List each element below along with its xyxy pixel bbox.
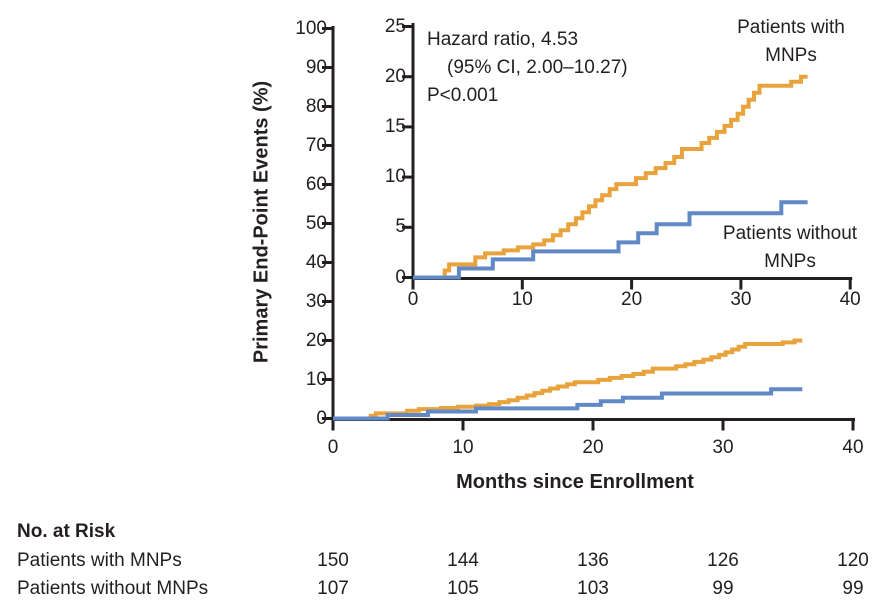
at-risk-value: 136 <box>577 550 609 571</box>
inset-y-tick-label: 15 <box>384 115 406 137</box>
at-risk-value: 99 <box>712 578 734 599</box>
at-risk-row-label-without: Patients without MNPs <box>17 578 209 599</box>
main-y-tick-label: 100 <box>295 17 327 39</box>
at-risk-value: 107 <box>317 578 349 599</box>
main-x-tick-label: 30 <box>712 437 734 458</box>
main-y-tick-label: 90 <box>305 56 327 78</box>
hazard-ratio-line: Hazard ratio, 4.53 <box>427 29 579 50</box>
main-y-tick-label: 20 <box>305 329 327 351</box>
at-risk-title: No. at Risk <box>17 521 116 542</box>
x-axis-title: Months since Enrollment <box>456 471 694 493</box>
inset-curve-with_mnps <box>413 74 808 280</box>
hazard-ratio-annotation: Hazard ratio, 4.53 (95% CI, 2.00–10.27) … <box>427 26 628 110</box>
at-risk-value: 99 <box>842 578 864 599</box>
main-y-tick-label: 40 <box>305 251 327 273</box>
at-risk-value: 105 <box>447 578 479 599</box>
at-risk-row-label-with: Patients with MNPs <box>17 550 182 571</box>
inset-x-tick-label: 20 <box>621 289 643 310</box>
label-without-line1: Patients without <box>722 223 858 244</box>
inset-curve-without_mnps <box>413 200 808 280</box>
main-curve-with_mnps <box>333 338 803 421</box>
main-y-tick-label: 10 <box>305 368 327 390</box>
inset-y-tick-label: 10 <box>384 166 406 188</box>
label-with-line2: MNPs <box>765 45 817 66</box>
label-patients-without-mnps: Patients without MNPs <box>698 220 882 276</box>
p-value-line: P<0.001 <box>427 85 499 106</box>
inset-x-tick-label: 30 <box>730 289 752 310</box>
main-x-tick-label: 0 <box>327 437 339 458</box>
main-x-tick-label: 10 <box>452 437 474 458</box>
main-x-tick-label: 20 <box>582 437 604 458</box>
inset-x-tick-label: 40 <box>839 289 861 310</box>
main-curve-without_mnps <box>333 387 803 421</box>
at-risk-value: 120 <box>837 550 869 571</box>
main-y-tick-label: 60 <box>305 173 327 195</box>
at-risk-value: 126 <box>707 550 739 571</box>
main-y-tick-label: 80 <box>305 95 327 117</box>
label-without-line2: MNPs <box>764 251 816 272</box>
confidence-interval-line: (95% CI, 2.00–10.27) <box>447 57 628 78</box>
inset-y-tick-label: 5 <box>395 216 406 238</box>
inset-x-tick-label: 10 <box>511 289 533 310</box>
main-x-tick-label: 40 <box>842 437 864 458</box>
at-risk-value: 144 <box>447 550 479 571</box>
main-y-tick-label: 50 <box>305 212 327 234</box>
at-risk-value: 103 <box>577 578 609 599</box>
inset-x-tick-label: 0 <box>407 289 419 310</box>
label-with-line1: Patients with <box>737 17 845 38</box>
label-patients-with-mnps: Patients with MNPs <box>700 14 882 70</box>
main-y-tick-label: 30 <box>305 290 327 312</box>
inset-y-tick-label: 25 <box>384 15 406 37</box>
main-y-tick-label: 0 <box>316 407 327 429</box>
inset-y-tick-label: 20 <box>384 65 406 87</box>
main-y-tick-label: 70 <box>305 134 327 156</box>
inset-y-tick-label: 0 <box>395 266 406 288</box>
at-risk-value: 150 <box>317 550 349 571</box>
